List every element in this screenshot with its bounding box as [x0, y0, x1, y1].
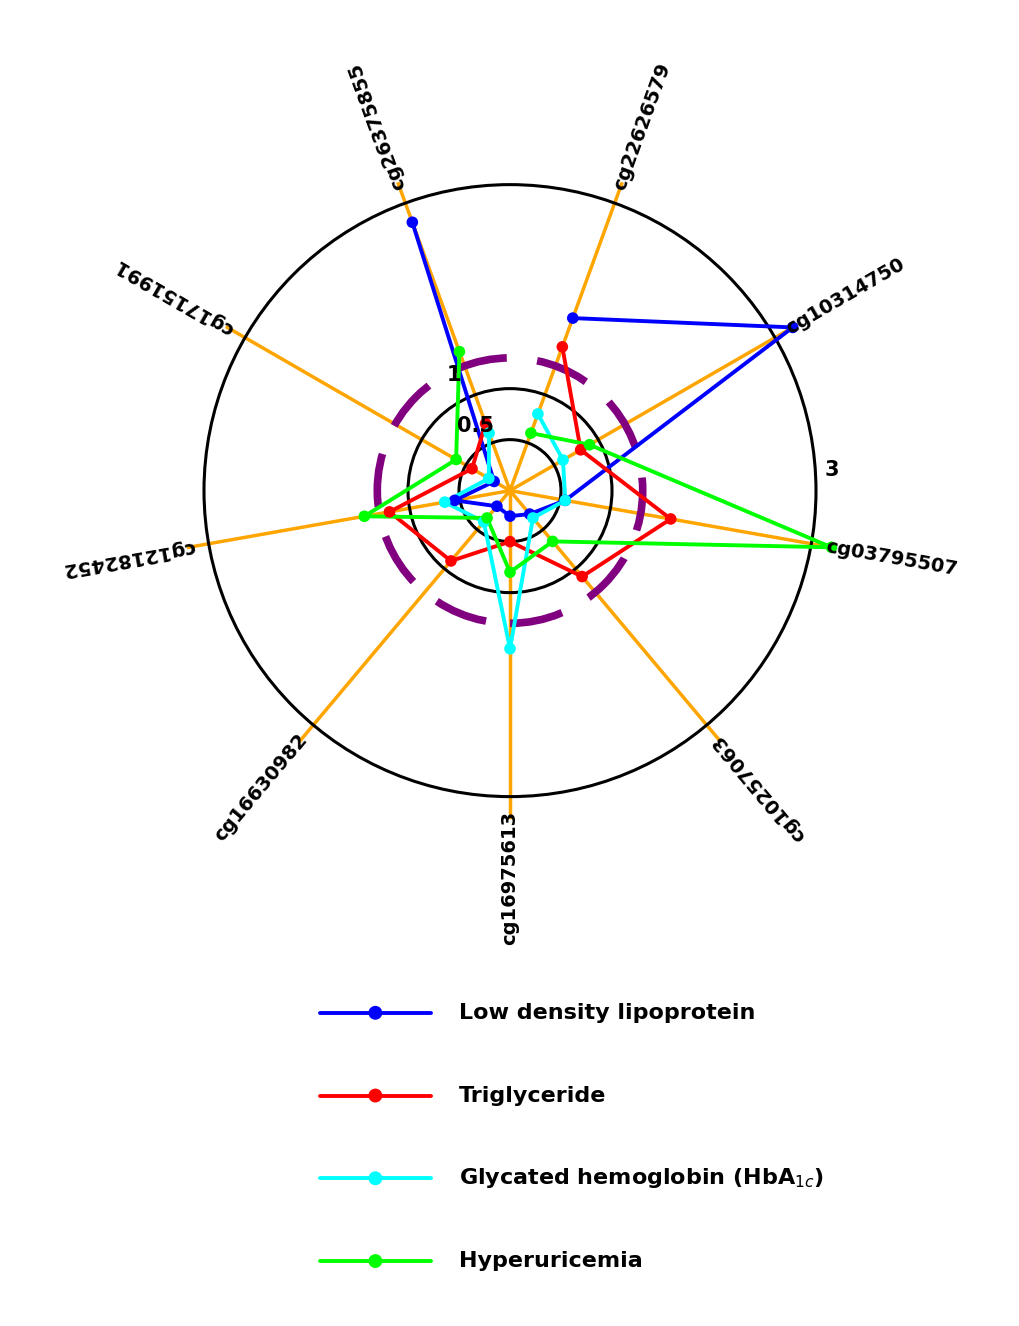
Point [556, 489, 573, 511]
Text: 0.5: 0.5 [457, 415, 493, 435]
Point [447, 450, 464, 471]
Text: 3: 3 [823, 460, 838, 480]
Point [381, 501, 397, 522]
Point [356, 505, 372, 526]
Point [480, 468, 496, 489]
Point [404, 212, 420, 233]
Point [479, 508, 495, 529]
Point [475, 512, 491, 533]
Text: cg12182452: cg12182452 [60, 537, 196, 579]
Point [501, 638, 518, 659]
Point [480, 423, 496, 444]
Text: cg10314750: cg10314750 [783, 255, 908, 338]
Text: cg26375855: cg26375855 [345, 60, 409, 192]
Text: cg22626579: cg22626579 [610, 60, 674, 192]
Text: Glycated hemoglobin (HbA$_{1c}$): Glycated hemoglobin (HbA$_{1c}$) [459, 1167, 822, 1191]
Point [553, 337, 570, 358]
Point [662, 508, 679, 529]
Text: cg16630982: cg16630982 [210, 731, 311, 845]
Point [488, 496, 504, 517]
Point [574, 566, 590, 587]
Point [524, 508, 540, 529]
Text: Triglyceride: Triglyceride [459, 1086, 605, 1106]
Point [554, 450, 571, 471]
Point [485, 471, 501, 492]
Point [822, 537, 839, 558]
Point [572, 439, 588, 460]
Point [446, 489, 463, 511]
Point [565, 308, 581, 329]
Point [501, 562, 518, 583]
Point [523, 423, 539, 444]
Point [581, 434, 597, 455]
Text: cg10257063: cg10257063 [708, 731, 809, 845]
Point [529, 403, 545, 424]
Point [501, 530, 518, 552]
Point [477, 412, 493, 434]
Text: cg03795507: cg03795507 [823, 537, 958, 579]
Text: Hyperuricemia: Hyperuricemia [459, 1250, 642, 1272]
Point [464, 457, 480, 479]
Point [501, 505, 518, 526]
Point [442, 550, 459, 572]
Point [544, 530, 560, 552]
Text: Low density lipoprotein: Low density lipoprotein [459, 1002, 754, 1022]
Text: 1: 1 [446, 365, 461, 385]
Point [784, 317, 800, 338]
Point [436, 492, 452, 513]
Point [521, 504, 537, 525]
Point [556, 489, 573, 511]
Text: cg17151991: cg17151991 [111, 255, 237, 338]
Point [450, 341, 467, 362]
Text: cg16975613: cg16975613 [500, 812, 519, 945]
